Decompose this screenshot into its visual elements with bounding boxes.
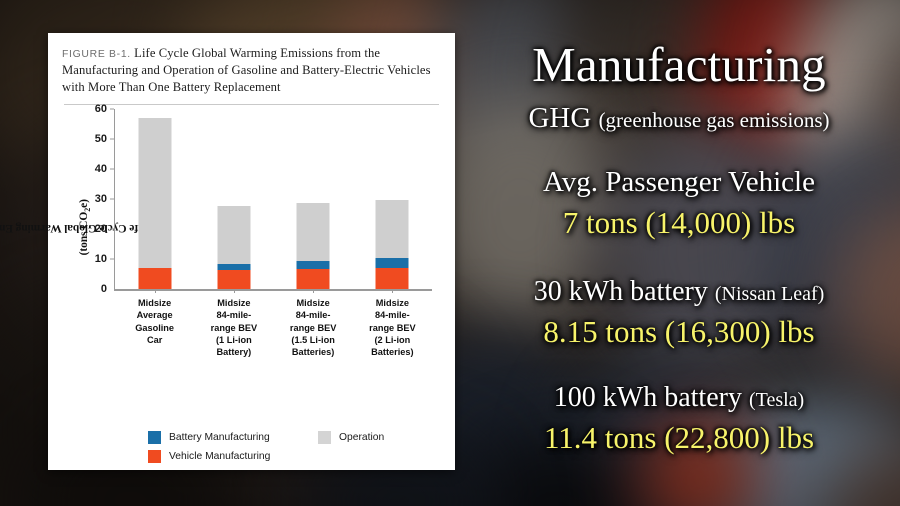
y-axis-tick-30: 30: [94, 193, 107, 206]
y-axis-tickmark-10: [110, 258, 114, 260]
bar-segment-operation: [217, 206, 251, 265]
y-axis-tickmark-50: [110, 138, 114, 140]
stat-2-value: 8.15 tons (16,300) lbs: [543, 314, 815, 349]
y-axis-tick-20: 20: [94, 223, 107, 236]
bar-segment-vehicle-manufacturing: [375, 268, 409, 290]
bar-group: [115, 109, 432, 294]
y-axis-tick-10: 10: [94, 253, 107, 266]
figure-caption: FIGURE B-1. Life Cycle Global Warming Em…: [62, 45, 441, 95]
table-row[interactable]: [138, 117, 172, 290]
stat-3-value: 11.4 tons (22,800) lbs: [543, 420, 815, 455]
legend-row-2: Vehicle Manufacturing: [148, 450, 448, 463]
x-axis-label-3: Midsize 84-mile-range BEV (2 Li-ion Batteri…: [369, 298, 416, 357]
x-axis-label-0: Midsize Average Gasoline Car: [135, 298, 175, 345]
chart-plot-area: Life Cycle Global Warming Emissions (ton…: [0, 103, 441, 409]
legend-label-battery-manufacturing: Battery Manufacturing: [169, 432, 270, 443]
chart-legend: Battery Manufacturing Operation Vehicle …: [148, 431, 448, 469]
legend-item-operation: Operation: [318, 431, 384, 444]
stat-2-heading: 30 kWh battery (Nissan Leaf): [458, 276, 900, 308]
legend-label-vehicle-manufacturing: Vehicle Manufacturing: [169, 451, 271, 462]
bar-slot: [115, 109, 194, 294]
x-axis-category-labels: Midsize Average Gasoline Car Midsize 84-mile-…: [115, 297, 432, 358]
legend-item-vehicle-manufacturing: Vehicle Manufacturing: [148, 450, 270, 463]
caption-divider: [64, 104, 439, 106]
stat-1-value: 7 tons (14,000) lbs: [562, 205, 796, 240]
bar-segment-vehicle-manufacturing: [217, 270, 251, 290]
bar-segment-operation: [138, 117, 172, 268]
stat-2-heading-text: 30 kWh battery: [533, 276, 708, 307]
panel-subtitle-expansion: (greenhouse gas emissions): [598, 108, 830, 132]
table-row[interactable]: [375, 199, 409, 290]
legend-row-1: Battery Manufacturing Operation: [148, 431, 448, 444]
bar-slot: [353, 109, 432, 294]
bar-slot: [194, 109, 273, 294]
y-axis-tick-labels: 0 10 20 30 40 50 60: [84, 103, 110, 295]
bar-segment-battery-manufacturing: [217, 264, 251, 271]
y-axis-line: [114, 109, 116, 290]
y-axis-tick-40: 40: [94, 163, 107, 176]
bar-slot: [274, 109, 353, 294]
stat-2-qualifier: (Nissan Leaf): [714, 283, 825, 305]
figure-number: FIGURE B-1.: [62, 49, 131, 60]
y-axis-tickmark-40: [110, 168, 114, 170]
x-axis-tickmark: [233, 289, 235, 294]
y-axis-tick-0: 0: [100, 283, 107, 296]
panel-subtitle: GHG (greenhouse gas emissions): [458, 102, 900, 135]
y-axis-tickmark-60: [110, 108, 114, 110]
bar-segment-operation: [375, 199, 409, 259]
legend-label-operation: Operation: [339, 432, 385, 443]
stat-3-qualifier: (Tesla): [748, 389, 805, 411]
stat-3-heading: 100 kWh battery (Tesla): [458, 382, 900, 414]
x-axis-tickmark: [392, 289, 394, 294]
table-row[interactable]: [217, 206, 251, 290]
legend-swatch-battery-manufacturing: [148, 431, 161, 444]
legend-swatch-operation: [318, 431, 331, 444]
bar-segment-vehicle-manufacturing: [138, 267, 172, 290]
figure-caption-text: Life Cycle Global Warming Emissions from…: [62, 46, 431, 94]
legend-swatch-vehicle-manufacturing: [148, 450, 161, 463]
panel-subtitle-abbr: GHG: [528, 102, 592, 134]
table-row[interactable]: [296, 202, 330, 290]
y-axis-tickmark-20: [110, 228, 114, 230]
bar-segment-battery-manufacturing: [296, 260, 330, 269]
y-axis-tick-50: 50: [94, 133, 107, 146]
x-axis-line: [114, 289, 432, 291]
y-axis-label: Life Cycle Global Warming Emissions (ton…: [0, 109, 149, 344]
x-axis-label-1: Midsize 84-mile-range BEV (1 Li-ion Battery…: [210, 298, 258, 357]
x-axis-tickmark: [154, 289, 156, 294]
bar-segment-battery-manufacturing: [375, 258, 409, 268]
bar-segment-operation: [296, 202, 330, 261]
y-axis-tickmark-30: [110, 198, 114, 200]
x-axis-tickmark: [313, 289, 315, 294]
stat-3-heading-text: 100 kWh battery: [553, 382, 742, 413]
x-axis-label-2: Midsize 84-mile-range BEV (1.5 Li-ion Batte…: [289, 298, 337, 357]
figure-card: FIGURE B-1. Life Cycle Global Warming Em…: [0, 33, 455, 470]
stat-1-heading: Avg. Passenger Vehicle: [543, 166, 815, 198]
bar-segment-vehicle-manufacturing: [296, 268, 330, 290]
y-axis-tick-60: 60: [94, 103, 107, 116]
legend-item-battery-manufacturing: Battery Manufacturing: [148, 431, 318, 444]
info-panel: Manufacturing GHG (greenhouse gas emissi…: [458, 0, 900, 506]
panel-title: Manufacturing: [532, 37, 826, 92]
